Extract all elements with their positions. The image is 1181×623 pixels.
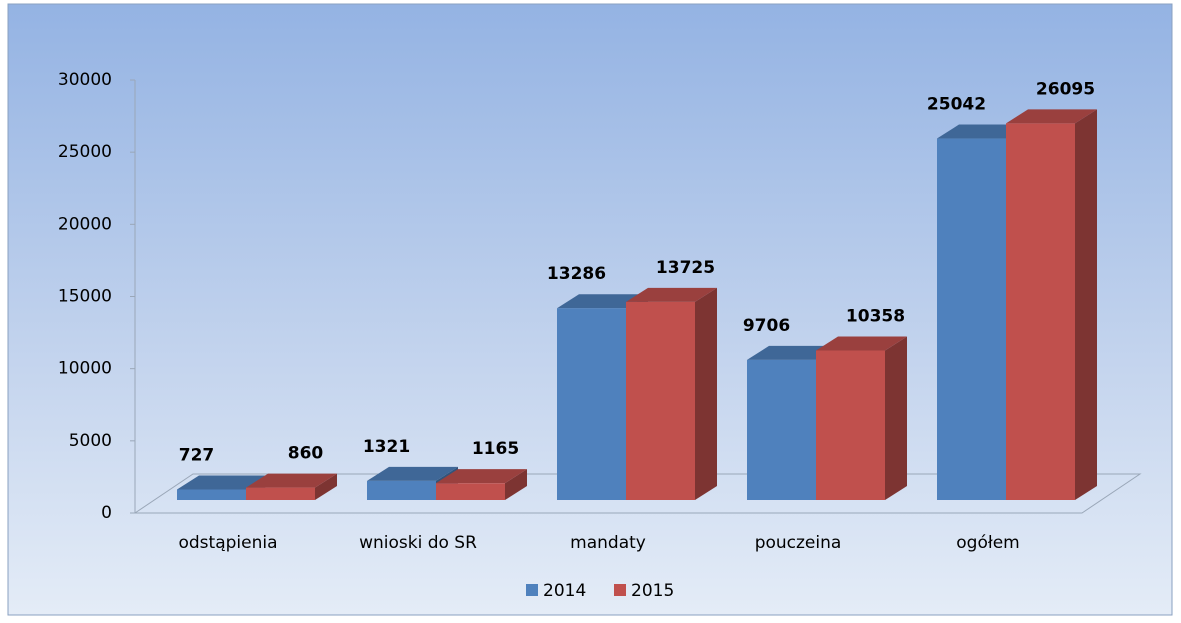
y-tick-label: 20000 (58, 214, 112, 234)
x-tick-label: ogółem (956, 533, 1019, 553)
value-label: 26095 (1036, 79, 1095, 99)
bar-top (816, 336, 907, 351)
value-label: 727 (179, 446, 215, 466)
bar (177, 489, 246, 500)
bar-top (747, 345, 838, 360)
bar-top (1006, 109, 1097, 124)
bar (816, 350, 885, 500)
y-tick-label: 10000 (58, 359, 112, 379)
y-tick-label: 5000 (69, 431, 112, 451)
value-label: 1321 (363, 437, 410, 457)
bar-top (557, 294, 648, 309)
bar-side (315, 473, 337, 500)
legend-label: 2015 (631, 581, 674, 601)
value-label: 25042 (927, 95, 986, 115)
y-tick-label: 30000 (58, 70, 112, 90)
bar (937, 138, 1006, 500)
floor (133, 473, 1142, 514)
legend-swatch (526, 584, 538, 596)
bar (557, 308, 626, 500)
bar-top (177, 475, 268, 490)
x-tick-label: pouczeina (755, 533, 842, 553)
y-tick-label: 0 (101, 503, 112, 523)
value-label: 1165 (472, 439, 519, 459)
bar-top (246, 473, 337, 488)
y-tick-label: 15000 (58, 287, 112, 307)
bar (626, 301, 695, 500)
bar-side (1075, 109, 1097, 500)
bar-side (505, 469, 527, 500)
bar (747, 359, 816, 500)
x-tick-label: mandaty (570, 533, 646, 553)
bar-top (626, 287, 717, 302)
y-tick-label: 25000 (58, 142, 112, 162)
value-label: 860 (288, 444, 324, 464)
bar-top (367, 466, 458, 481)
x-tick-label: wnioski do SR (359, 533, 477, 553)
legend-swatch (614, 584, 626, 596)
legend-label: 2014 (543, 581, 586, 601)
value-label: 10358 (846, 306, 905, 326)
bar-top (436, 469, 527, 484)
bar-top (937, 124, 1028, 139)
value-label: 13286 (547, 264, 606, 284)
value-label: 9706 (743, 316, 790, 336)
bar (1006, 123, 1075, 500)
bar-side (695, 287, 717, 500)
bar (246, 487, 315, 500)
x-tick-label: odstąpienia (178, 533, 277, 553)
bar (436, 483, 505, 500)
bar (367, 480, 436, 500)
bar-side (885, 336, 907, 500)
value-label: 13725 (656, 258, 715, 278)
